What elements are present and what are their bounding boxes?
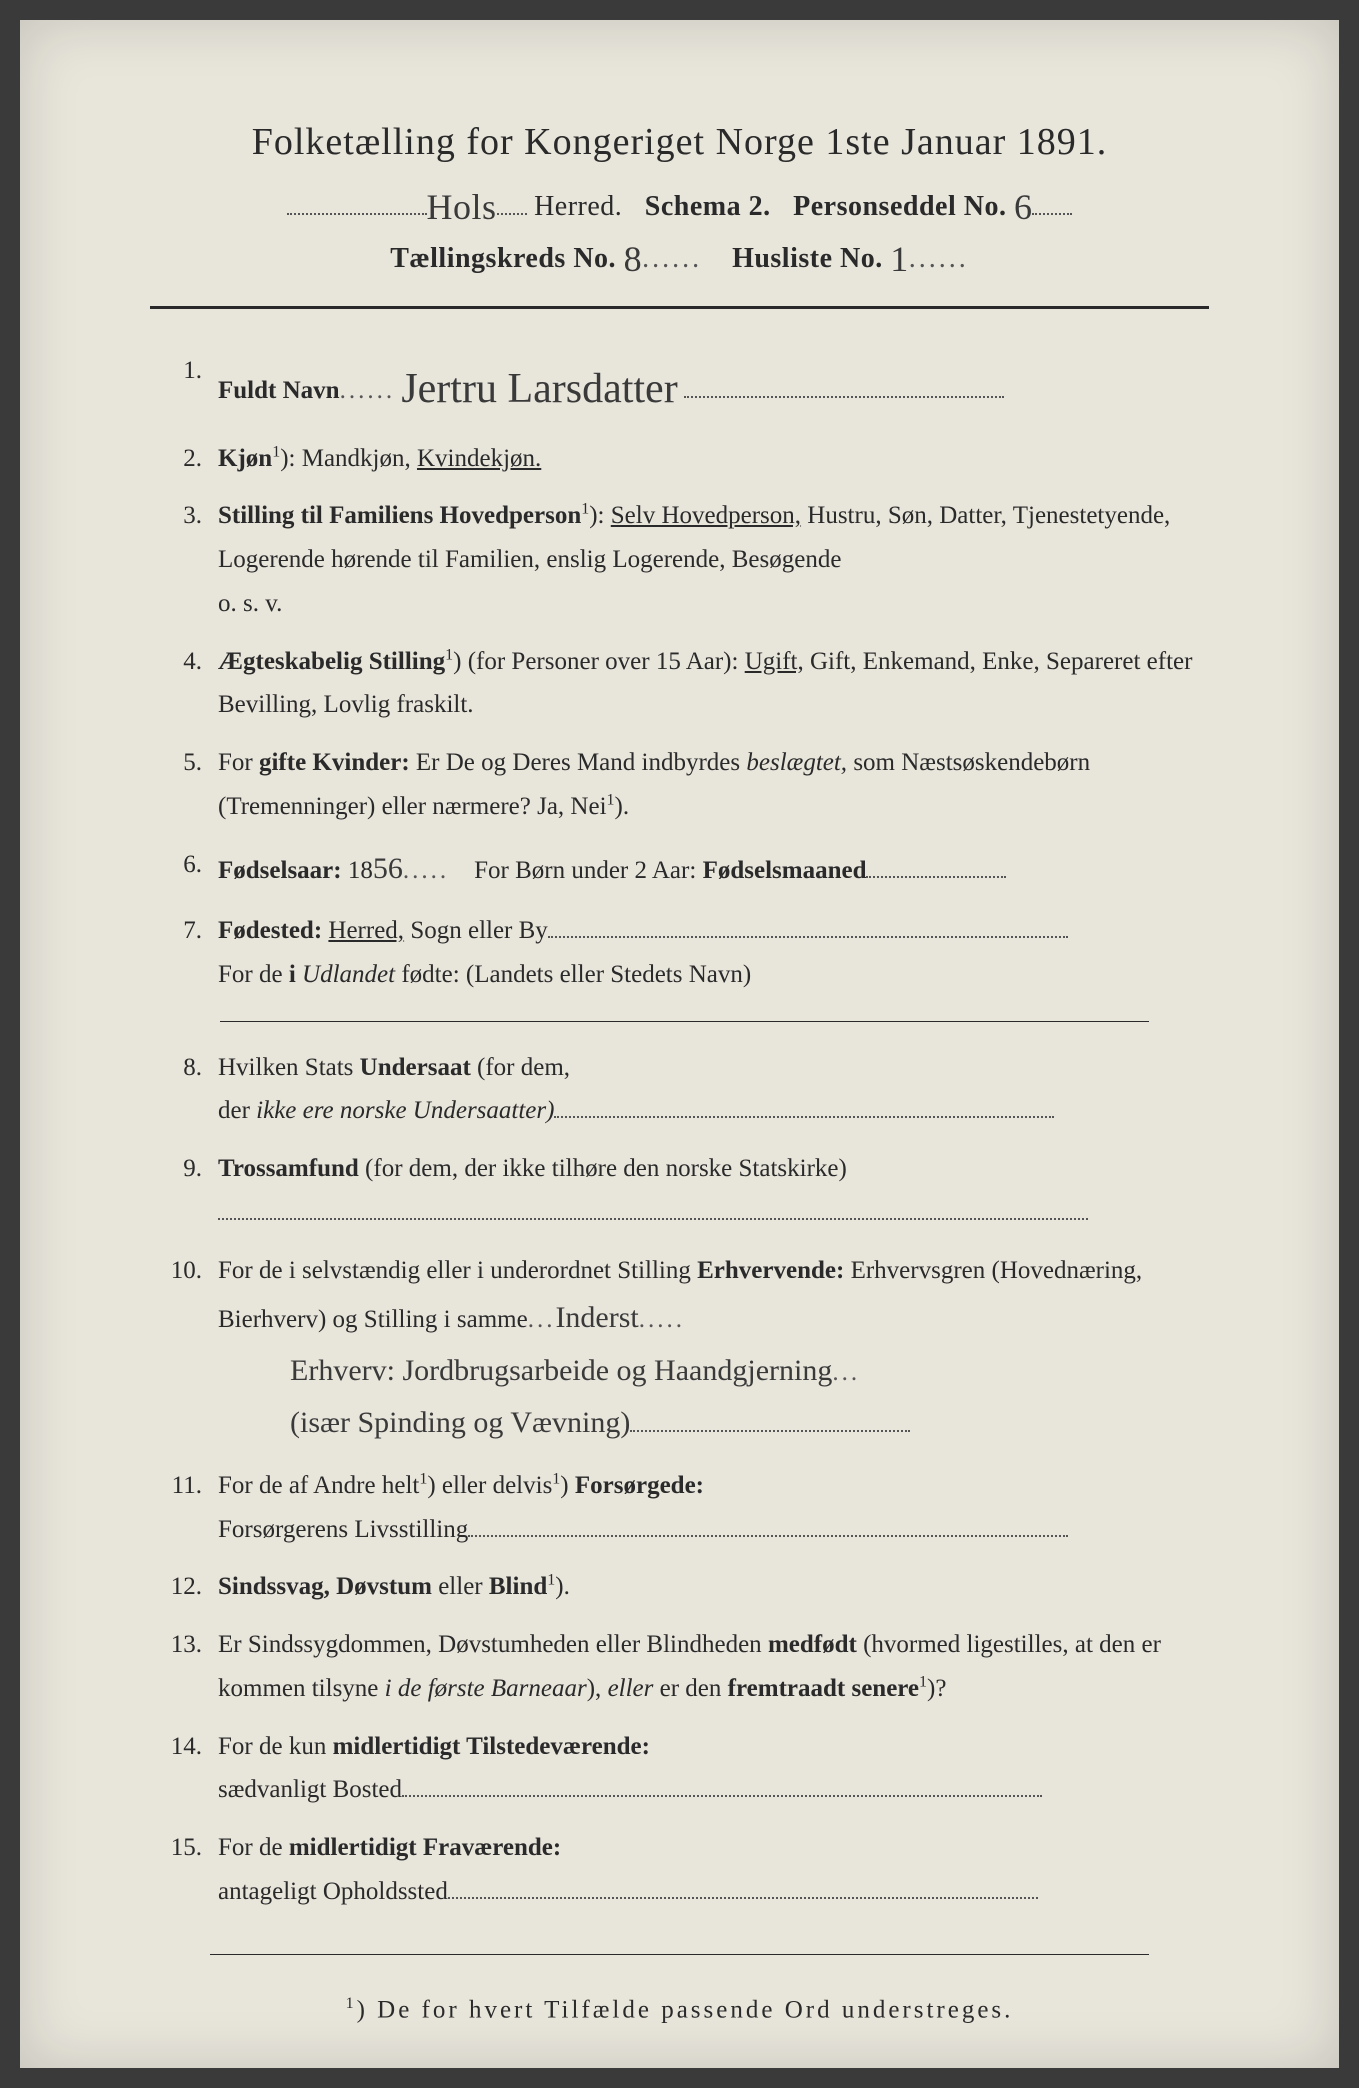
item-2: 2. Kjøn1): Mandkjøn, Kvindekjøn. (160, 437, 1209, 481)
dotted-leader (554, 1116, 1054, 1118)
occupation-handwritten-3: (især Spinding og Vævning) (290, 1406, 630, 1439)
taellingskreds-label: Tællingskreds No. (390, 243, 616, 274)
selected-value: Kvindekjøn. (417, 445, 541, 472)
dotted-leader (287, 213, 427, 215)
field-label: Fødselsaar: (218, 857, 342, 884)
item-number: 7. (160, 909, 218, 997)
husliste-no: 1 (890, 238, 909, 280)
item-3: 3. Stilling til Familiens Hovedperson1):… (160, 494, 1209, 625)
item-content: For de af Andre helt1) eller delvis1) Fo… (218, 1464, 1209, 1552)
item-number: 1. (160, 349, 218, 423)
item-number: 11. (160, 1464, 218, 1552)
item-6: 6. Fødselsaar: 1856..... For Børn under … (160, 843, 1209, 896)
dotted-leader (1032, 213, 1072, 215)
item-number: 13. (160, 1623, 218, 1711)
item-1: 1. Fuldt Navn...... Jertru Larsdatter (160, 349, 1209, 423)
personseddel-label: Personseddel No. (793, 191, 1006, 222)
field-label: Fuldt Navn (218, 377, 340, 404)
footnote-text: ) De for hvert Tilfælde passende Ord und… (357, 1996, 1014, 2023)
divider-top (150, 306, 1209, 309)
item-7: 7. Fødested: Herred, Sogn eller By For d… (160, 909, 1209, 997)
item-10: 10. For de i selvstændig eller i underor… (160, 1249, 1209, 1450)
item-9: 9. Trossamfund (for dem, der ikke tilhør… (160, 1147, 1209, 1235)
item-number: 14. (160, 1725, 218, 1813)
item-content: Fuldt Navn...... Jertru Larsdatter (218, 349, 1209, 423)
dotted-leader (548, 936, 1068, 938)
item-content: Fødselsaar: 1856..... For Børn under 2 A… (218, 843, 1209, 896)
herred-handwritten: Hols (427, 186, 497, 228)
item-content: For de midlertidigt Fraværende: antageli… (218, 1826, 1209, 1914)
subheader-line-2: Tællingskreds No. 8...... Husliste No. 1… (150, 234, 1209, 276)
item-number: 8. (160, 1046, 218, 1134)
item-content: For gifte Kvinder: Er De og Deres Mand i… (218, 741, 1209, 829)
form-header: Folketælling for Kongeriget Norge 1ste J… (150, 120, 1209, 164)
year-handwritten: 56 (373, 852, 403, 885)
item-content: Kjøn1): Mandkjøn, Kvindekjøn. (218, 437, 1209, 481)
item-number: 15. (160, 1826, 218, 1914)
personseddel-no: 6 (1014, 186, 1033, 228)
item-content: Trossamfund (for dem, der ikke tilhøre d… (218, 1147, 1209, 1235)
item-content: Ægteskabelig Stilling1) (for Personer ov… (218, 640, 1209, 728)
item-5: 5. For gifte Kvinder: Er De og Deres Man… (160, 741, 1209, 829)
etc-text: o. s. v. (218, 590, 282, 617)
item-number: 12. (160, 1565, 218, 1609)
item-number: 2. (160, 437, 218, 481)
husliste-label: Husliste No. (732, 243, 883, 274)
field-label: Kjøn (218, 445, 272, 472)
item-8: 8. Hvilken Stats Undersaat (for dem, der… (160, 1046, 1209, 1134)
item-number: 10. (160, 1249, 218, 1450)
schema-label: Schema 2. (645, 191, 771, 222)
item-4: 4. Ægteskabelig Stilling1) (for Personer… (160, 640, 1209, 728)
selected-value: Ugift, (745, 648, 804, 675)
census-form-page: Folketælling for Kongeriget Norge 1ste J… (20, 20, 1339, 2068)
item-number: 4. (160, 640, 218, 728)
item-number: 5. (160, 741, 218, 829)
field-label: Fødested: (218, 917, 322, 944)
form-title: Folketælling for Kongeriget Norge 1ste J… (150, 120, 1209, 164)
item-content: Er Sindssygdommen, Døvstumheden eller Bl… (218, 1623, 1209, 1711)
subheader-line-1: Hols Herred. Schema 2. Personseddel No. … (150, 182, 1209, 224)
item-15: 15. For de midlertidigt Fraværende: anta… (160, 1826, 1209, 1914)
item-content: Hvilken Stats Undersaat (for dem, der ik… (218, 1046, 1209, 1134)
occupation-handwritten-1: Inderst (555, 1301, 638, 1334)
item-11: 11. For de af Andre helt1) eller delvis1… (160, 1464, 1209, 1552)
taellingskreds-no: 8 (624, 238, 643, 280)
item-number: 6. (160, 843, 218, 896)
divider-bottom (210, 1954, 1149, 1955)
item-content: Sindssvag, Døvstum eller Blind1). (218, 1565, 1209, 1609)
occupation-handwritten-2: Erhverv: Jordbrugsarbeide og Haandgjerni… (290, 1354, 832, 1387)
item-number: 3. (160, 494, 218, 625)
dotted-leader (402, 1795, 1042, 1797)
item-13: 13. Er Sindssygdommen, Døvstumheden elle… (160, 1623, 1209, 1711)
dotted-leader (866, 876, 1006, 878)
dotted-leader (468, 1535, 1068, 1537)
dotted-leader (684, 396, 1004, 398)
item-content: For de kun midlertidigt Tilstedeværende:… (218, 1725, 1209, 1813)
dots: ...... (642, 243, 702, 274)
selected-value: Selv Hovedperson, (611, 502, 801, 529)
item-14: 14. For de kun midlertidigt Tilstedevære… (160, 1725, 1209, 1813)
footnote: 1) De for hvert Tilfælde passende Ord un… (150, 1995, 1209, 2024)
dotted-leader (497, 213, 527, 215)
name-handwritten: Jertru Larsdatter (401, 353, 677, 427)
item-content: Stilling til Familiens Hovedperson1): Se… (218, 494, 1209, 625)
item-content: Fødested: Herred, Sogn eller By For de i… (218, 909, 1209, 997)
dotted-leader (448, 1897, 1038, 1899)
selected-value: Herred, (328, 917, 404, 944)
field-label: Trossamfund (218, 1155, 359, 1182)
item-number: 9. (160, 1147, 218, 1235)
dots: ...... (909, 243, 969, 274)
divider-mid-1 (220, 1021, 1149, 1022)
dotted-leader (630, 1430, 910, 1432)
field-label: Stilling til Familiens Hovedperson (218, 502, 581, 529)
herred-label: Herred. (534, 191, 622, 222)
dotted-leader (218, 1218, 1088, 1220)
footnote-marker: 1 (346, 1995, 357, 2012)
form-items: 1. Fuldt Navn...... Jertru Larsdatter 2.… (150, 349, 1209, 1914)
field-label: Ægteskabelig Stilling (218, 648, 445, 675)
item-12: 12. Sindssvag, Døvstum eller Blind1). (160, 1565, 1209, 1609)
item-content: For de i selvstændig eller i underordnet… (218, 1249, 1209, 1450)
